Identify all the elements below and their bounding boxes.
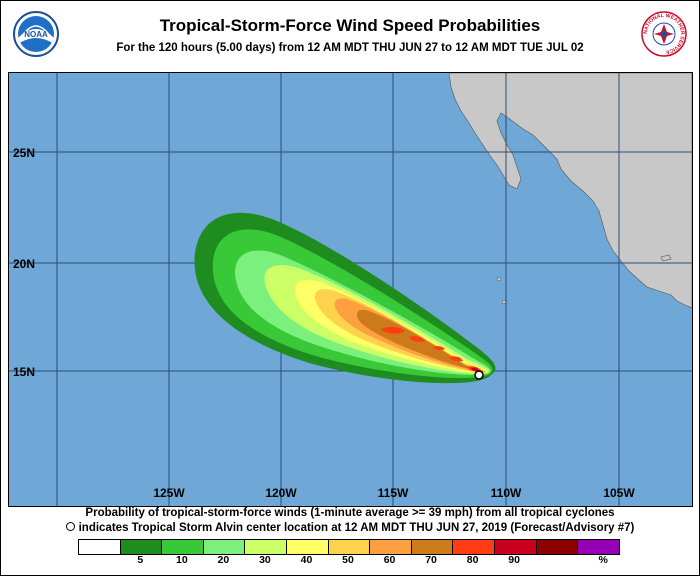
legend-labels: 5 10 20 30 40 50 60 70 80 90% xyxy=(78,554,620,568)
swath-90 xyxy=(471,367,479,372)
island-3 xyxy=(501,299,507,305)
chart-subtitle: For the 120 hours (5.00 days) from 12 AM… xyxy=(116,42,584,54)
island-2 xyxy=(496,276,502,282)
footer-center-text: indicates Tropical Storm Alvin center lo… xyxy=(78,522,635,534)
legend-swatch xyxy=(578,540,619,554)
legend-swatch xyxy=(203,540,246,554)
svg-text:NOAA: NOAA xyxy=(24,30,48,39)
legend-swatch xyxy=(79,540,121,554)
legend-label: 30 xyxy=(259,554,271,566)
lat-label-20n: 20N xyxy=(13,257,35,271)
legend-swatch xyxy=(245,540,288,554)
lon-label-115w: 115W xyxy=(378,486,409,500)
legend-swatch xyxy=(536,540,579,554)
island-1 xyxy=(660,254,672,262)
probability-swath xyxy=(194,212,496,384)
land-mexico xyxy=(448,73,692,309)
map-panel: 25N 20N 15N 125W 120W 115W 110W 105W xyxy=(8,72,693,507)
header: NOAA Tropical-Storm-Force Wind Speed Pro… xyxy=(0,0,700,72)
storm-center-marker xyxy=(474,370,484,380)
legend-swatch xyxy=(162,540,204,554)
legend-swatch xyxy=(370,540,412,554)
legend-label: 90 xyxy=(508,554,520,566)
legend-swatch xyxy=(120,540,163,554)
legend-label: 40 xyxy=(300,554,313,566)
legend-label: 50 xyxy=(342,554,354,566)
color-legend xyxy=(78,539,620,555)
legend-swatch xyxy=(287,540,329,554)
nws-logo: NATIONAL WEATHER SERVICE xyxy=(641,11,687,57)
legend-label: 5 xyxy=(137,554,144,566)
footer-description: Probability of tropical-storm-force wind… xyxy=(85,507,615,519)
legend-swatch xyxy=(453,540,496,554)
lon-label-120w: 120W xyxy=(265,486,297,500)
center-marker-icon xyxy=(65,522,75,532)
legend-label: 80 xyxy=(466,554,479,566)
lon-label-125w: 125W xyxy=(153,486,185,500)
map-svg: 25N 20N 15N 125W 120W 115W 110W 105W xyxy=(9,73,692,506)
legend-label: % xyxy=(598,554,608,566)
legend-label: 10 xyxy=(176,554,188,566)
legend-swatch xyxy=(328,540,371,554)
legend-label: 60 xyxy=(383,554,396,566)
footer-center-note: indicates Tropical Storm Alvin center lo… xyxy=(0,522,700,534)
lon-label-105w: 105W xyxy=(603,486,635,500)
legend-label: 70 xyxy=(425,554,437,566)
lon-label-110w: 110W xyxy=(491,486,522,500)
chart-title: Tropical-Storm-Force Wind Speed Probabil… xyxy=(159,16,541,35)
swath-80 xyxy=(381,326,481,372)
legend-label: 20 xyxy=(217,554,230,566)
lat-label-25n: 25N xyxy=(13,146,35,160)
legend-swatch xyxy=(411,540,454,554)
noaa-logo: NOAA xyxy=(13,11,59,57)
lat-label-15n: 15N xyxy=(13,365,35,379)
legend-swatch xyxy=(495,540,537,554)
